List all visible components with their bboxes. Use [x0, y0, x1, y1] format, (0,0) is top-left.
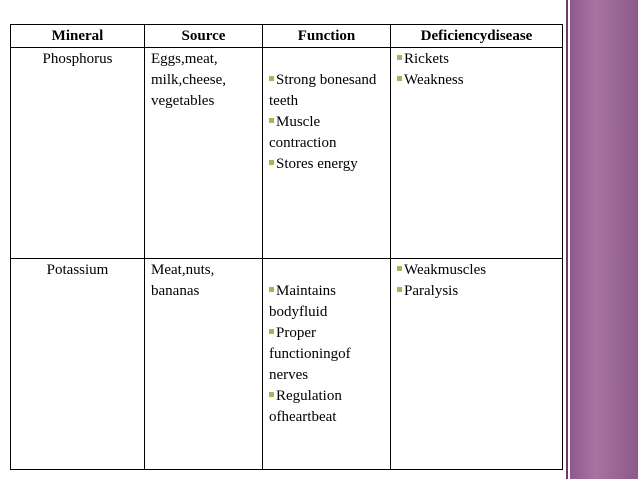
function-cell: Strong bonesand teeth Muscle contraction S…	[262, 47, 391, 259]
bullet	[269, 392, 274, 397]
bullet	[269, 329, 274, 334]
bullet	[397, 55, 402, 60]
table-row: Phosphorus Eggs,meat, milk,cheese, vegeta…	[10, 47, 563, 259]
bullet	[397, 266, 402, 271]
bullet	[269, 287, 274, 292]
mineral-cell: Potassium	[10, 258, 145, 470]
list-item: Paralysis	[397, 281, 556, 302]
list-item: Proper functioningof nerves	[269, 323, 377, 386]
list-item: Muscle contraction	[269, 112, 377, 154]
source-cell: Meat,nuts, bananas	[144, 258, 263, 470]
list-item: Weakmuscles	[397, 260, 556, 281]
deficiency-cell: Weakmuscles Paralysis	[390, 258, 563, 470]
table-body: Phosphorus Eggs,meat, milk,cheese, vegeta…	[10, 47, 563, 470]
table-row: Potassium Meat,nuts, bananas Maintains bod…	[10, 258, 563, 470]
bullet	[269, 118, 274, 123]
header-cell: Deficiencydisease	[390, 24, 563, 48]
list-item: Strong bonesand teeth	[269, 70, 377, 112]
table: Mineral Source Function Deficiencydisease P…	[10, 24, 563, 470]
bullet	[269, 76, 274, 81]
item-text: Regulation ofheartbeat	[269, 388, 342, 425]
header-row: Mineral Source Function Deficiencydisease	[10, 24, 563, 48]
item-text: Rickets	[404, 51, 449, 67]
item-text: Weakmuscles	[404, 262, 487, 278]
list-item: Stores energy	[269, 154, 377, 175]
bullet	[269, 160, 274, 165]
bullet	[397, 76, 402, 81]
function-cell: Maintains bodyfluid Proper functioningof …	[262, 258, 391, 470]
mineral-cell: Phosphorus	[10, 47, 145, 259]
list-item: Maintains bodyfluid	[269, 281, 377, 323]
item-text: Weakness	[404, 72, 464, 88]
list-item: Regulation ofheartbeat	[269, 386, 377, 428]
item-text: Muscle contraction	[269, 114, 337, 151]
item-text: Proper functioningof nerves	[269, 325, 351, 383]
source-cell: Eggs,meat, milk,cheese, vegetables	[144, 47, 263, 259]
header-cell: Function	[262, 24, 391, 48]
header-cell: Mineral	[10, 24, 145, 48]
deficiency-cell: Rickets Weakness	[390, 47, 563, 259]
item-text: Paralysis	[404, 283, 459, 299]
item-text: Maintains bodyfluid	[269, 283, 336, 320]
item-text: Stores energy	[276, 156, 358, 172]
item-text: Strong bonesand teeth	[269, 72, 377, 109]
decor-strip	[566, 0, 638, 479]
list-item: Rickets	[397, 49, 556, 70]
bullet	[397, 287, 402, 292]
list-item: Weakness	[397, 70, 556, 91]
header-cell: Source	[144, 24, 263, 48]
